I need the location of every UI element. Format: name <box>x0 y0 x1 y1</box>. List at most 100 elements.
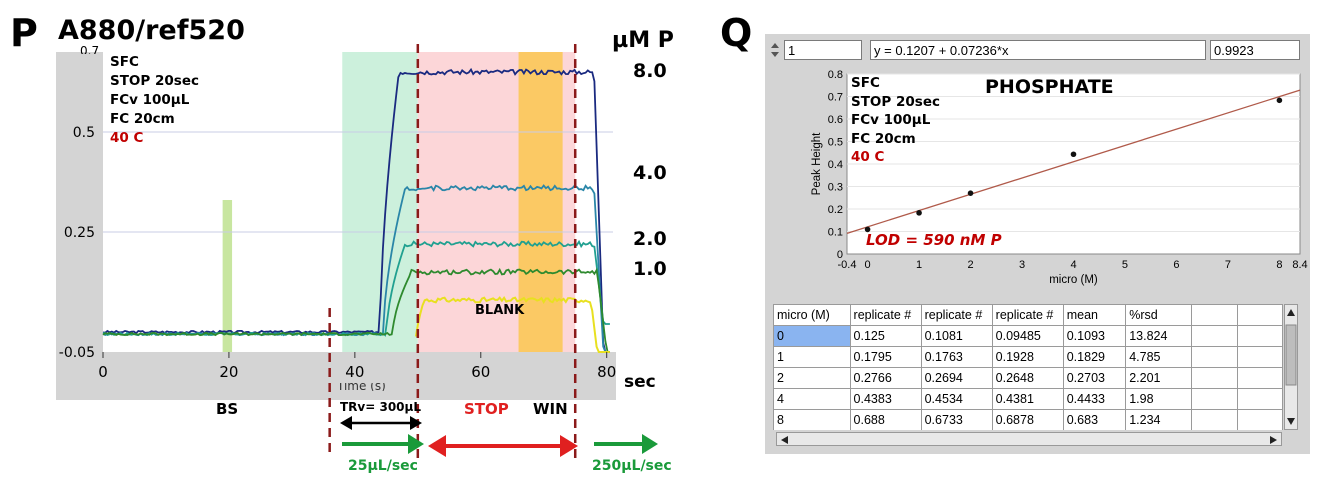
table-cell[interactable]: 4.785 <box>1125 346 1193 368</box>
x-tick-label: 0 <box>98 363 108 381</box>
panel-q-chart: -0.4 0 1 2 3 4 5 6 7 8 8.400.10.20.30.40.50.60.70.… <box>811 69 1308 286</box>
x-tick-label: 20 <box>219 363 238 381</box>
table-cell[interactable]: 0.09485 <box>991 325 1064 347</box>
table-vscrollbar[interactable] <box>1284 304 1298 430</box>
panel-p-chart: 0 20 40 60 80 -0.05 0.25 0.5 <box>56 44 658 458</box>
table-cell[interactable]: 2 <box>773 367 851 389</box>
table-cell[interactable]: 0.4534 <box>920 388 993 410</box>
table-header-cell[interactable] <box>1191 304 1238 326</box>
y-tick-label: 0.5 <box>73 125 95 141</box>
table-cell[interactable]: 0.4381 <box>991 388 1064 410</box>
table-cell[interactable]: 0.4433 <box>1062 388 1127 410</box>
table-cell[interactable]: 0.1093 <box>1062 325 1127 347</box>
table-cell[interactable]: 1.98 <box>1125 388 1193 410</box>
x-tick-label: -0.4 <box>838 259 857 271</box>
x-tick-label: 40 <box>345 363 364 381</box>
table-cell[interactable]: 0.125 <box>849 325 922 347</box>
x-tick-label: 8 <box>1276 259 1282 271</box>
table-cell[interactable]: 1 <box>773 346 851 368</box>
table-cell[interactable] <box>1236 409 1283 430</box>
conc-label: 2.0 <box>633 228 667 250</box>
gridlines-p <box>103 131 613 233</box>
table-cell[interactable]: 0.1795 <box>849 346 922 368</box>
index-field[interactable]: 1 <box>784 40 862 60</box>
blank-label: BLANK <box>475 303 525 318</box>
series-line-1-0 <box>102 267 610 353</box>
table-cell[interactable]: 0.1081 <box>920 325 993 347</box>
table-header-cell[interactable]: micro (M) <box>773 304 851 326</box>
table-header-cell[interactable]: mean <box>1062 304 1127 326</box>
table-cell[interactable] <box>1191 325 1238 347</box>
panel-p-letter: P <box>10 11 38 55</box>
data-table: micro (M) replicate # replicate # replicate… <box>773 304 1283 430</box>
info-line: FCv 100µL <box>110 92 190 108</box>
y-tick-label: 0.8 <box>828 69 843 81</box>
table-cell[interactable] <box>1191 346 1238 368</box>
table-cell[interactable] <box>1191 367 1238 389</box>
table-cell[interactable] <box>1191 409 1238 430</box>
win-label: WIN <box>533 400 568 418</box>
ticks-q: -0.4 0 1 2 3 4 5 6 7 8 8.400.10.20.30.40.50.60.70.… <box>811 69 1308 286</box>
info-line: SFC <box>110 54 139 70</box>
table-cell[interactable]: 2.201 <box>1125 367 1193 389</box>
stop-label: STOP <box>464 400 509 418</box>
table-header-cell[interactable]: %rsd <box>1125 304 1193 326</box>
unit-label: µM P <box>612 28 674 53</box>
table-cell[interactable]: 0.4383 <box>849 388 922 410</box>
table-cell[interactable]: 4 <box>773 388 851 410</box>
table-cell[interactable] <box>1236 388 1283 410</box>
bs-label: BS <box>216 400 239 418</box>
y-tick-top-partial: 0.7 <box>80 44 100 54</box>
table-cell[interactable]: 0.2766 <box>849 367 922 389</box>
y-tick-label: 0.7 <box>828 92 843 104</box>
info-line: FC 20cm <box>110 111 175 127</box>
table-cell[interactable]: 0 <box>773 325 851 347</box>
table-cell[interactable]: 13.824 <box>1125 325 1193 347</box>
y-tick-label: 0.2 <box>828 204 843 216</box>
table-cell[interactable]: 1.234 <box>1125 409 1193 430</box>
table-row: 0 0.125 0.1081 0.09485 0.1093 13.824 <box>773 325 1283 347</box>
table-cell[interactable]: 0.2648 <box>991 367 1064 389</box>
table-cell[interactable]: 0.6733 <box>920 409 993 430</box>
table-cell[interactable]: 0.1928 <box>991 346 1064 368</box>
flow1-label: 25µL/sec <box>348 458 418 474</box>
table-cell[interactable]: 0.1829 <box>1062 346 1127 368</box>
info-line: STOP 20sec <box>110 73 199 89</box>
info-box-p: SFC STOP 20sec FCv 100µL FC 20cm 40 C <box>110 53 199 148</box>
table-cell[interactable] <box>1236 367 1283 389</box>
conc-label: 8.0 <box>633 60 667 82</box>
table-header-cell[interactable] <box>1236 304 1283 326</box>
x-tick-label: 5 <box>1122 259 1128 271</box>
points-q <box>864 97 1283 233</box>
data-point <box>864 226 871 233</box>
table-cell[interactable]: 0.2694 <box>920 367 993 389</box>
r-value-field[interactable]: 0.9923 <box>1210 40 1300 60</box>
y-tick-label: -0.05 <box>59 345 95 361</box>
flow2-label: 250µL/sec <box>592 458 672 474</box>
table-header-cell[interactable]: replicate # <box>991 304 1064 326</box>
x-tick-label: 8.4 <box>1292 259 1307 271</box>
table-hscrollbar[interactable] <box>776 432 1282 446</box>
y-tick-label: 0.6 <box>828 114 843 126</box>
table-cell[interactable]: 8 <box>773 409 851 430</box>
table-cell[interactable]: 0.6878 <box>991 409 1064 430</box>
table-cell[interactable] <box>1236 325 1283 347</box>
trv-arrow <box>340 416 422 430</box>
flow2-arrow <box>594 434 658 454</box>
y-tick-label: 0.1 <box>828 227 843 239</box>
y-tick-label: 0.5 <box>828 137 843 149</box>
sec-label: sec <box>624 372 656 392</box>
y-tick-label: 0.4 <box>828 159 843 171</box>
table-header-cell[interactable]: replicate # <box>920 304 993 326</box>
table-cell[interactable] <box>1191 388 1238 410</box>
equation-field[interactable]: y = 0.1207 + 0.07236*x <box>870 40 1206 60</box>
table-cell[interactable]: 0.2703 <box>1062 367 1127 389</box>
table-cell[interactable] <box>1236 346 1283 368</box>
table-cell[interactable]: 0.683 <box>1062 409 1127 430</box>
table-cell[interactable]: 0.1763 <box>920 346 993 368</box>
table-header-cell[interactable]: replicate # <box>849 304 922 326</box>
region-win <box>518 52 563 352</box>
index-stepper[interactable] <box>768 40 782 60</box>
table-cell[interactable]: 0.688 <box>849 409 922 430</box>
